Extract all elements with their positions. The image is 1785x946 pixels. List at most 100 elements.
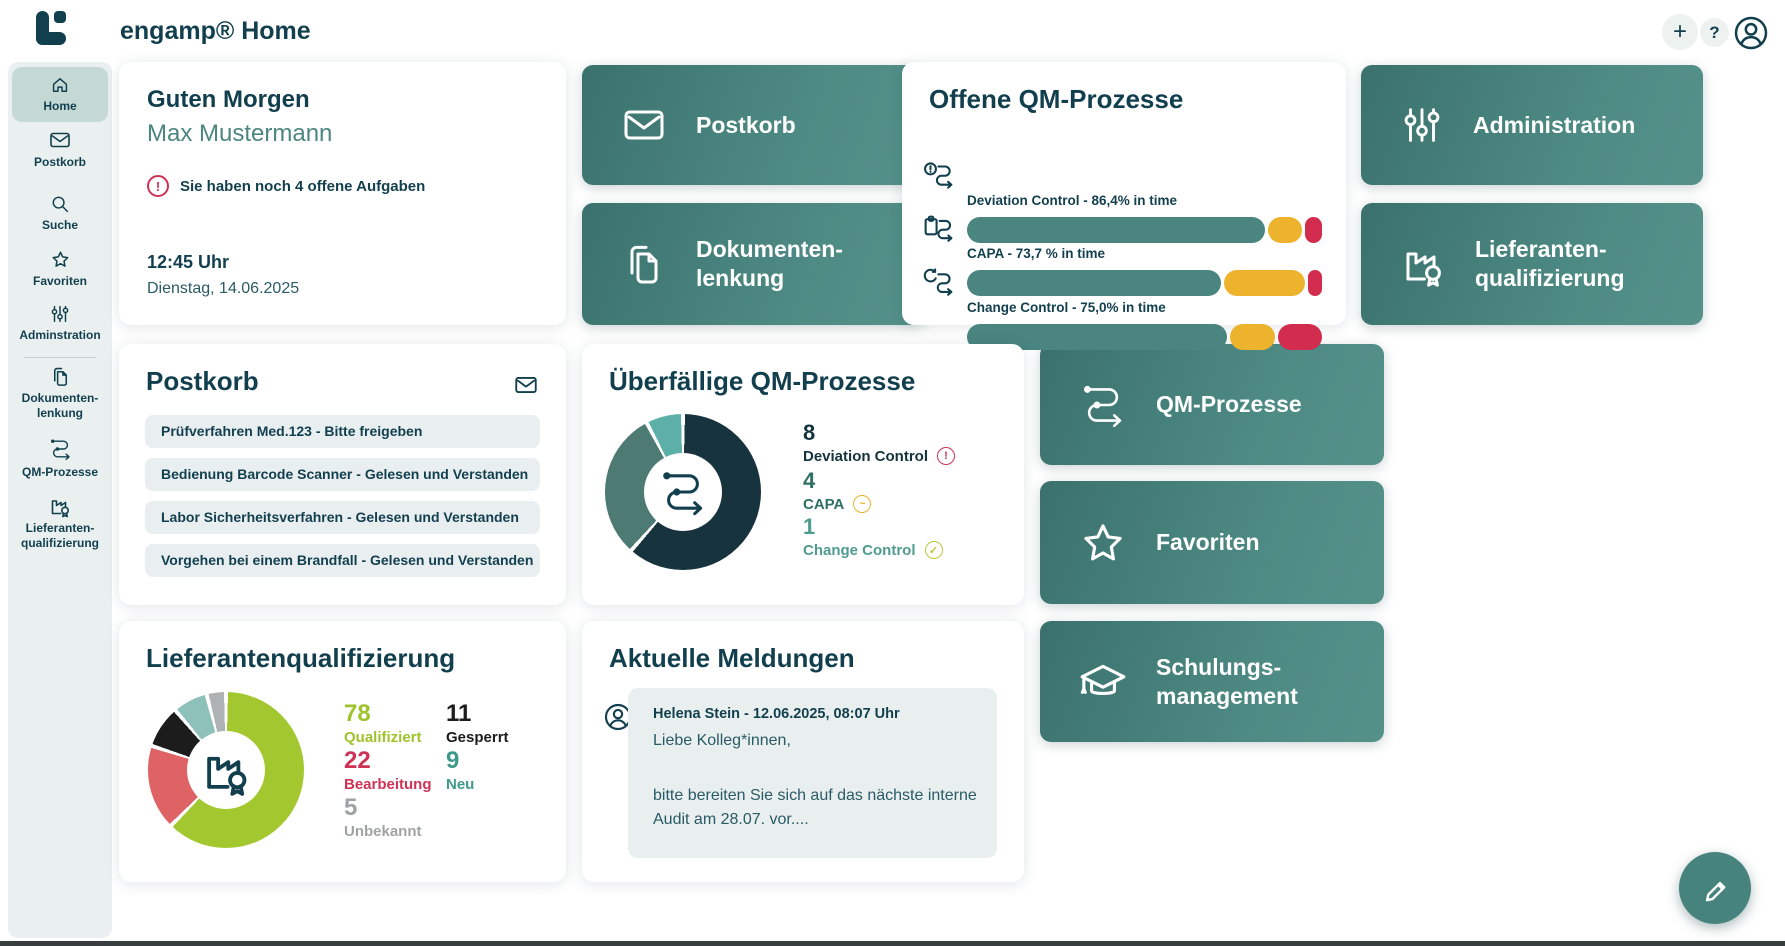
progress-segment [967,270,1221,296]
message-item[interactable]: Helena Stein - 12.06.2025, 08:07 Uhr Lie… [628,688,997,858]
change-control-icon [922,264,958,300]
capa-label: CAPA - 73,7 % in time [967,246,1106,261]
clock-date: Dienstag, 14.06.2025 [147,280,300,297]
in-progress-count: 22 [344,747,371,774]
sidebar-item-dokumentenlenkung[interactable]: Dokumenten- lenkung [8,365,112,421]
postkorb-title: Postkorb [146,366,259,396]
clock-time: 12:45 Uhr [147,252,230,272]
alert-icon: ! [147,175,169,197]
sidebar-item-home[interactable]: Home [8,74,112,114]
overdue-qm-title: Überfällige QM-Prozesse [609,366,916,396]
unknown-count: 5 [344,794,358,821]
capa-count: 4 [803,468,816,493]
process-flow-icon [1078,379,1128,431]
progress-segment [967,217,1265,243]
edit-fab-button[interactable] [1679,852,1751,924]
star-icon [1078,518,1128,568]
overdue-qm-card: Überfällige QM-Prozesse 8 Deviation Cont… [582,344,1024,605]
new-label: Neu [446,776,475,793]
message-header: Helena Stein - 12.06.2025, 08:07 Uhr [653,706,900,722]
home-icon [49,74,71,96]
mail-icon [620,101,668,149]
blocked-label: Gesperrt [446,729,509,746]
sliders-icon [49,303,71,325]
postkorb-item[interactable]: Labor Sicherheitsverfahren - Gelesen und… [145,501,540,534]
in-progress-label: Bearbeitung [344,776,432,793]
capa-stat-label: CAPA ~ [803,495,872,513]
sidebar: Home Postkorb Suche Favoriten [8,62,112,938]
search-icon [49,193,71,215]
sidebar-active-highlight [12,67,108,122]
postkorb-item[interactable]: Prüfverfahren Med.123 - Bitte freigeben [145,415,540,448]
mail-icon[interactable] [512,372,540,398]
progress-segment [1305,217,1322,243]
tile-schulungsmanagement[interactable]: Schulungs- management [1040,621,1384,742]
mail-icon [48,128,72,152]
sidebar-item-suche[interactable]: Suche [8,193,112,233]
documents-icon [620,240,668,288]
sidebar-item-favoriten[interactable]: Favoriten [8,248,112,289]
progress-segment [1308,270,1322,296]
new-count: 9 [446,747,460,774]
engamp-logo [36,11,66,45]
sidebar-item-postkorb[interactable]: Postkorb [8,128,112,170]
deviation-control-icon [922,158,958,194]
tile-dokumentenlenkung[interactable]: Dokumenten- lenkung [582,203,924,325]
deviation-control-progress [967,217,1322,243]
change-control-count: 1 [803,514,816,539]
postkorb-item[interactable]: Bedienung Barcode Scanner - Gelesen und … [145,458,540,491]
tile-administration[interactable]: Administration [1361,65,1703,185]
change-control-stat-label: Change Control ✓ [803,541,943,559]
tile-qm-prozesse[interactable]: QM-Prozesse [1040,344,1384,465]
unknown-label: Unbekannt [344,823,422,840]
supplier-factory-icon [1399,240,1447,288]
progress-segment [1267,217,1303,243]
change-control-label: Change Control - 75,0% in time [967,300,1166,315]
message-line2: bitte bereiten Sie sich auf das nächste … [653,787,977,828]
sidebar-item-qm-prozesse[interactable]: QM-Prozesse [8,436,112,480]
tile-postkorb[interactable]: Postkorb [582,65,924,185]
change-control-progress [967,324,1322,350]
alert-status-icon: ! [937,447,956,465]
alert-text: Sie haben noch 4 offene Aufgaben [180,177,426,195]
capa-icon [922,210,958,246]
blocked-count: 11 [446,700,472,727]
add-button[interactable]: + [1662,14,1698,50]
open-qm-card: Offene QM-Prozesse Deviation Control - 8… [902,62,1346,350]
greeting-title: Guten Morgen [147,86,310,113]
deviation-count: 8 [803,420,816,445]
capa-progress [967,270,1322,296]
sidebar-item-adminstration[interactable]: Adminstration [8,303,112,343]
qualified-label: Qualifiziert [344,729,422,746]
overdue-qm-donut-chart [605,414,761,570]
qualified-count: 78 [344,700,371,727]
postkorb-item[interactable]: Vorgehen bei einem Brandfall - Gelesen u… [145,544,540,577]
supplier-qualification-card: Lieferantenqualifizierung 78 Qualifizier… [119,621,566,882]
process-flow-icon [657,465,709,519]
sidebar-item-lieferantenqualifizierung[interactable]: Lieferanten- qualifizierung [8,494,112,551]
supplier-qualification-title: Lieferantenqualifizierung [146,643,456,673]
deviation-stat-label: Deviation Control ! [803,447,956,465]
help-button[interactable]: ? [1700,18,1729,47]
tile-lieferantenqualifizierung[interactable]: Lieferanten- qualifizierung [1361,203,1703,325]
progress-segment [1230,324,1275,350]
pencil-icon [1698,871,1732,905]
messages-title: Aktuelle Meldungen [609,643,855,673]
messages-card: Aktuelle Meldungen Helena Stein - 12.06.… [582,621,1024,882]
tile-favoriten[interactable]: Favoriten [1040,481,1384,604]
open-qm-title: Offene QM-Prozesse [929,84,1184,114]
open-tasks-alert: ! Sie haben noch 4 offene Aufgaben [147,175,425,197]
supplier-factory-icon [48,494,72,518]
warning-status-icon: ~ [853,495,872,513]
progress-segment [1223,270,1306,296]
sliders-icon [1399,102,1445,148]
greeting-user: Max Mustermann [147,120,333,147]
message-line1: Liebe Kolleg*innen, [653,732,791,749]
page-title: engamp® Home [120,17,311,45]
supplier-factory-icon [199,743,253,797]
user-avatar-icon[interactable] [1731,13,1771,53]
supplier-donut-chart [148,692,304,848]
postkorb-card: Postkorb Prüfverfahren Med.123 - Bitte f… [119,344,566,605]
bottom-edge-bar [0,941,1785,946]
